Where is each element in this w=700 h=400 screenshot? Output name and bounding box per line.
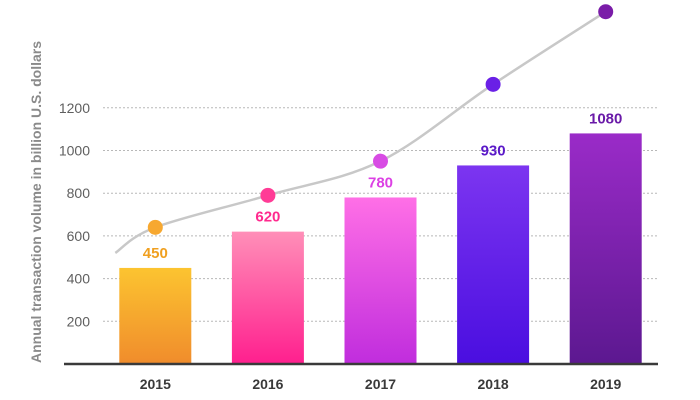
y-tick-label: 600 [67,228,91,244]
value-label: 780 [368,174,393,191]
value-labels: 450 620 780 930 1080 [143,110,623,262]
value-label: 930 [481,142,506,159]
trend-marker [147,219,163,235]
y-axis-ticks: 200 400 600 800 1000 1200 [59,100,90,329]
x-tick-label: 2016 [252,376,283,392]
bar-2019 [569,133,642,364]
trend-marker [485,76,501,92]
trend-marker [373,153,388,169]
x-tick-label: 2019 [590,376,621,392]
x-tick-label: 2017 [365,376,396,392]
bar-2018 [457,165,530,364]
trend-marker [598,4,614,20]
y-tick-label: 1200 [59,100,90,116]
value-label: 620 [255,209,280,226]
y-tick-label: 200 [67,313,91,329]
bars [119,133,642,364]
bar-2016 [231,231,304,364]
x-tick-label: 2015 [140,376,171,392]
value-label: 1080 [589,110,622,127]
y-axis-title: Annual transaction volume in billion U.S… [28,41,44,363]
y-tick-label: 400 [67,271,91,287]
trend-marker [260,187,276,203]
bar-2015 [119,267,192,364]
bar-2017 [344,197,417,364]
y-tick-label: 1000 [59,143,90,159]
x-tick-label: 2018 [478,376,509,392]
trend-markers [147,4,614,235]
value-label: 450 [143,245,168,262]
y-tick-label: 800 [67,185,91,201]
x-axis-labels: 2015 2016 2017 2018 2019 [140,376,622,392]
